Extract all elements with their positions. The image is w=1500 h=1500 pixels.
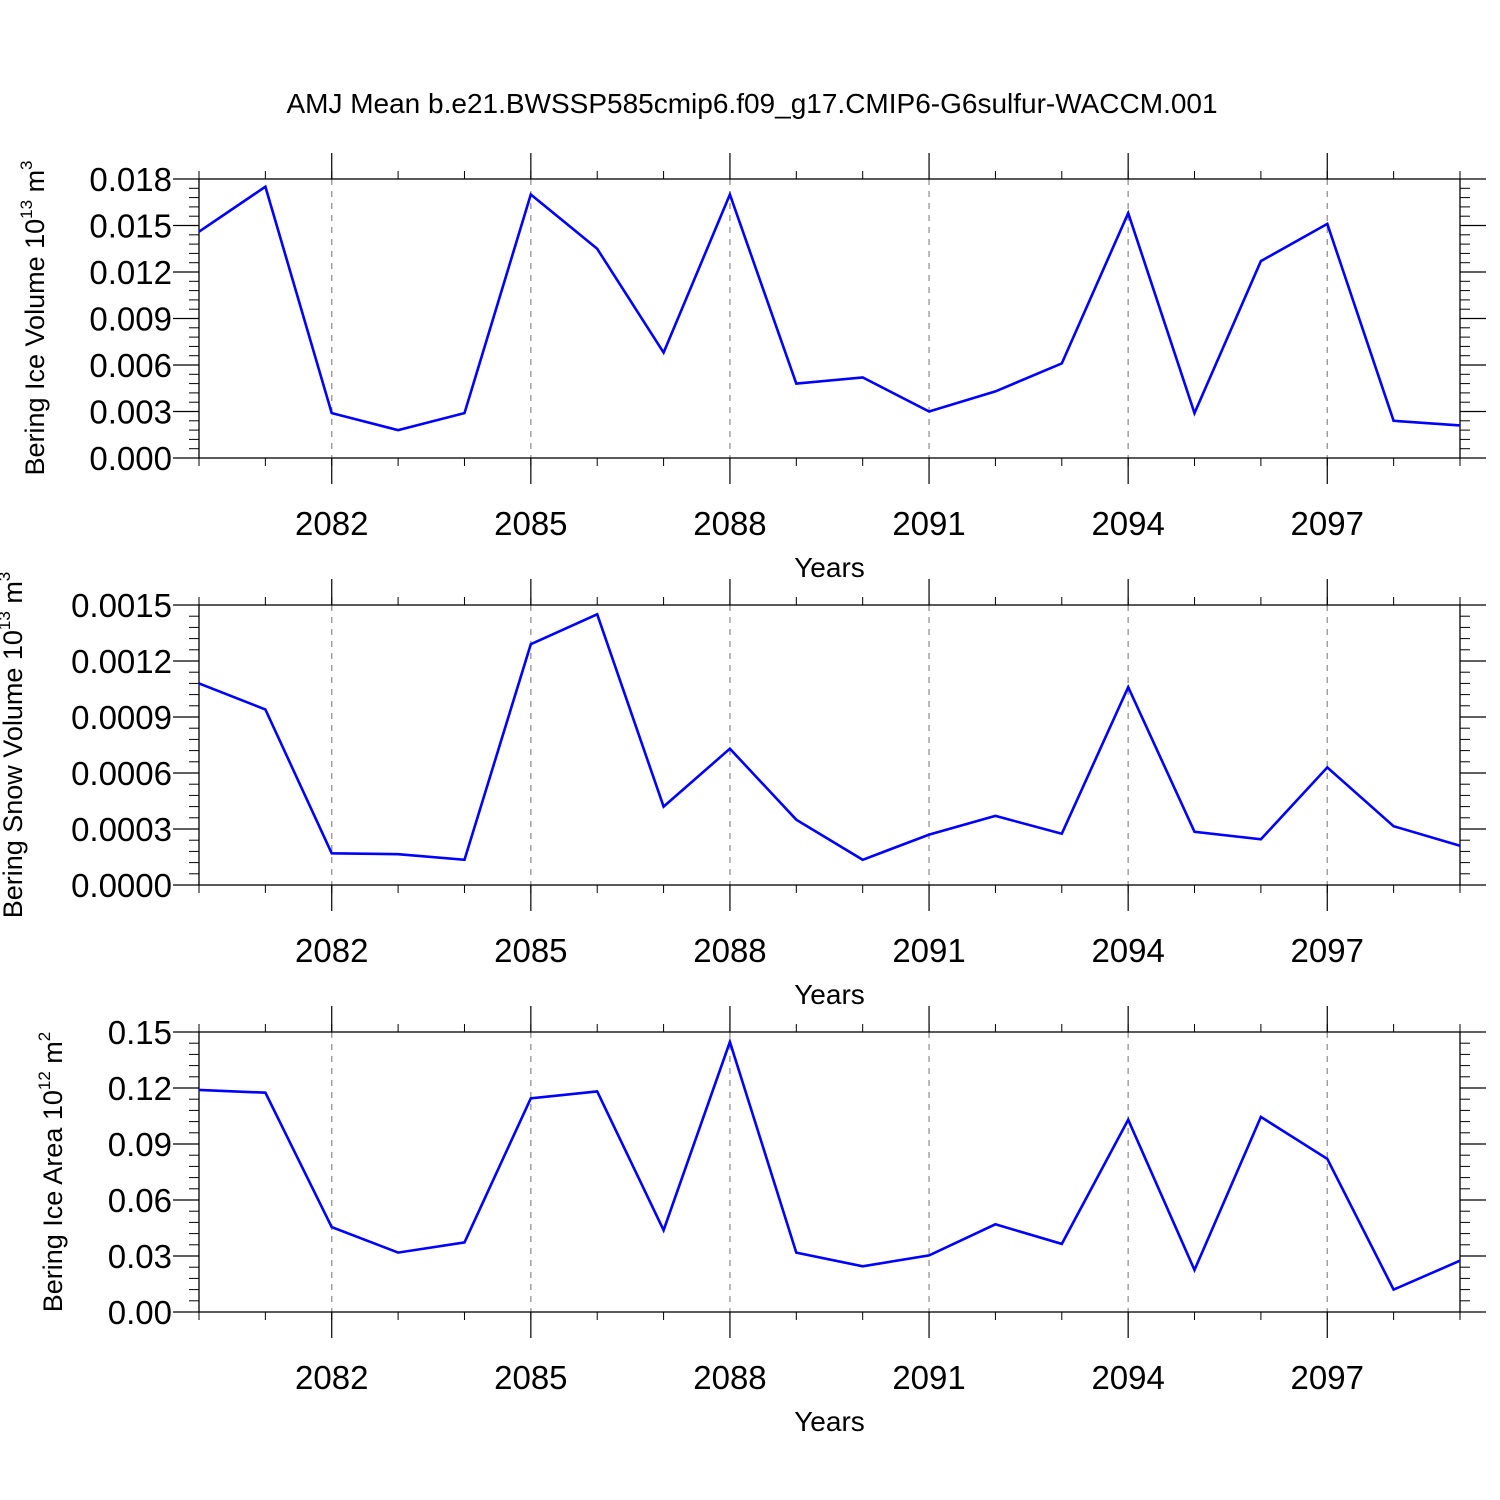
- x-axis-label: Years: [794, 552, 865, 583]
- y-axis-label: Bering Ice Volume 1013 m3: [17, 160, 50, 475]
- x-axis-label: Years: [794, 1406, 865, 1437]
- y-tick-label: 0.03: [108, 1238, 172, 1275]
- x-tick-label: 2094: [1091, 1359, 1164, 1396]
- y-tick-label: 0.0000: [71, 867, 172, 904]
- y-tick-label: 0.000: [89, 440, 172, 477]
- x-tick-label: 2088: [693, 505, 766, 542]
- x-tick-label: 2088: [693, 932, 766, 969]
- y-tick-label: 0.015: [89, 208, 172, 245]
- series-line-0: [198, 1037, 1461, 1292]
- y-axis-label-unit-exponent: 3: [0, 572, 14, 581]
- y-axis-label-text: Bering Snow Volume 10: [0, 630, 28, 918]
- x-axis-label: Years: [794, 979, 865, 1010]
- x-tick-label: 2091: [892, 932, 965, 969]
- y-axis-label-unit-exponent: 2: [35, 1032, 54, 1041]
- y-tick-label: 0.00: [108, 1294, 172, 1331]
- panel-ice-area: 2082 2085 2088 2091 2094 2097 0.00 0.03 0.06 0.09…: [35, 1006, 1486, 1437]
- y-tick-label: 0.012: [89, 254, 172, 291]
- plot-frame: [198, 178, 1461, 459]
- y-tick-label: 0.0006: [71, 755, 172, 792]
- x-tick-label: 2094: [1091, 505, 1164, 542]
- y-axis-label-text: Bering Ice Volume 10: [20, 219, 50, 476]
- x-tick-label: 2085: [494, 932, 567, 969]
- y-tick-label: 0.06: [108, 1182, 172, 1219]
- panel-ice-volume: 2082 2085 2088 2091 2094 2097 0.000 0.003 0.006 0…: [17, 153, 1486, 583]
- x-tick-label: 2088: [693, 1359, 766, 1396]
- y-tick-label: 0.009: [89, 301, 172, 338]
- y-tick-label: 0.12: [108, 1070, 172, 1107]
- x-tick-label: 2091: [892, 505, 965, 542]
- y-axis-label-exponent: 13: [0, 611, 14, 630]
- y-tick-label: 0.0015: [71, 587, 172, 624]
- y-tick-label: 0.09: [108, 1126, 172, 1163]
- series-line-0: [198, 184, 1461, 432]
- y-axis-label: Bering Ice Area 1012 m2: [35, 1032, 68, 1313]
- y-axis-label: Bering Snow Volume 1013 m3: [0, 572, 28, 919]
- panel-snow-volume: 2082 2085 2088 2091 2094 2097 0.0000 0.0003 0.00…: [0, 572, 1486, 1010]
- y-axis-label-unit: m: [38, 1041, 68, 1071]
- y-tick-label: 0.003: [89, 394, 172, 431]
- x-tick-label: 2082: [295, 932, 368, 969]
- x-tick-label: 2082: [295, 505, 368, 542]
- x-tick-label: 2097: [1291, 932, 1364, 969]
- y-axis-label-exponent: 13: [17, 200, 36, 219]
- x-tick-label: 2097: [1291, 505, 1364, 542]
- y-axis-label-exponent: 12: [35, 1071, 54, 1090]
- y-axis-label-unit-exponent: 3: [17, 160, 36, 169]
- y-axis-label-unit: m: [0, 581, 28, 611]
- y-tick-label: 0.0012: [71, 643, 172, 680]
- x-tick-label: 2091: [892, 1359, 965, 1396]
- y-axis-label-text: Bering Ice Area 10: [38, 1090, 68, 1312]
- plot-frame: [198, 1031, 1461, 1313]
- x-tick-label: 2097: [1291, 1359, 1364, 1396]
- x-tick-label: 2085: [494, 505, 567, 542]
- series-line-0: [198, 612, 1461, 862]
- figure-title: AMJ Mean b.e21.BWSSP585cmip6.f09_g17.CMI…: [286, 88, 1217, 119]
- x-tick-label: 2085: [494, 1359, 567, 1396]
- x-tick-label: 2082: [295, 1359, 368, 1396]
- plot-frame: [198, 604, 1461, 886]
- y-tick-label: 0.15: [108, 1014, 172, 1051]
- y-axis-label-unit: m: [20, 170, 50, 200]
- x-tick-label: 2094: [1091, 932, 1164, 969]
- y-tick-label: 0.006: [89, 347, 172, 384]
- y-tick-label: 0.0009: [71, 699, 172, 736]
- y-tick-label: 0.0003: [71, 811, 172, 848]
- y-tick-label: 0.018: [89, 161, 172, 198]
